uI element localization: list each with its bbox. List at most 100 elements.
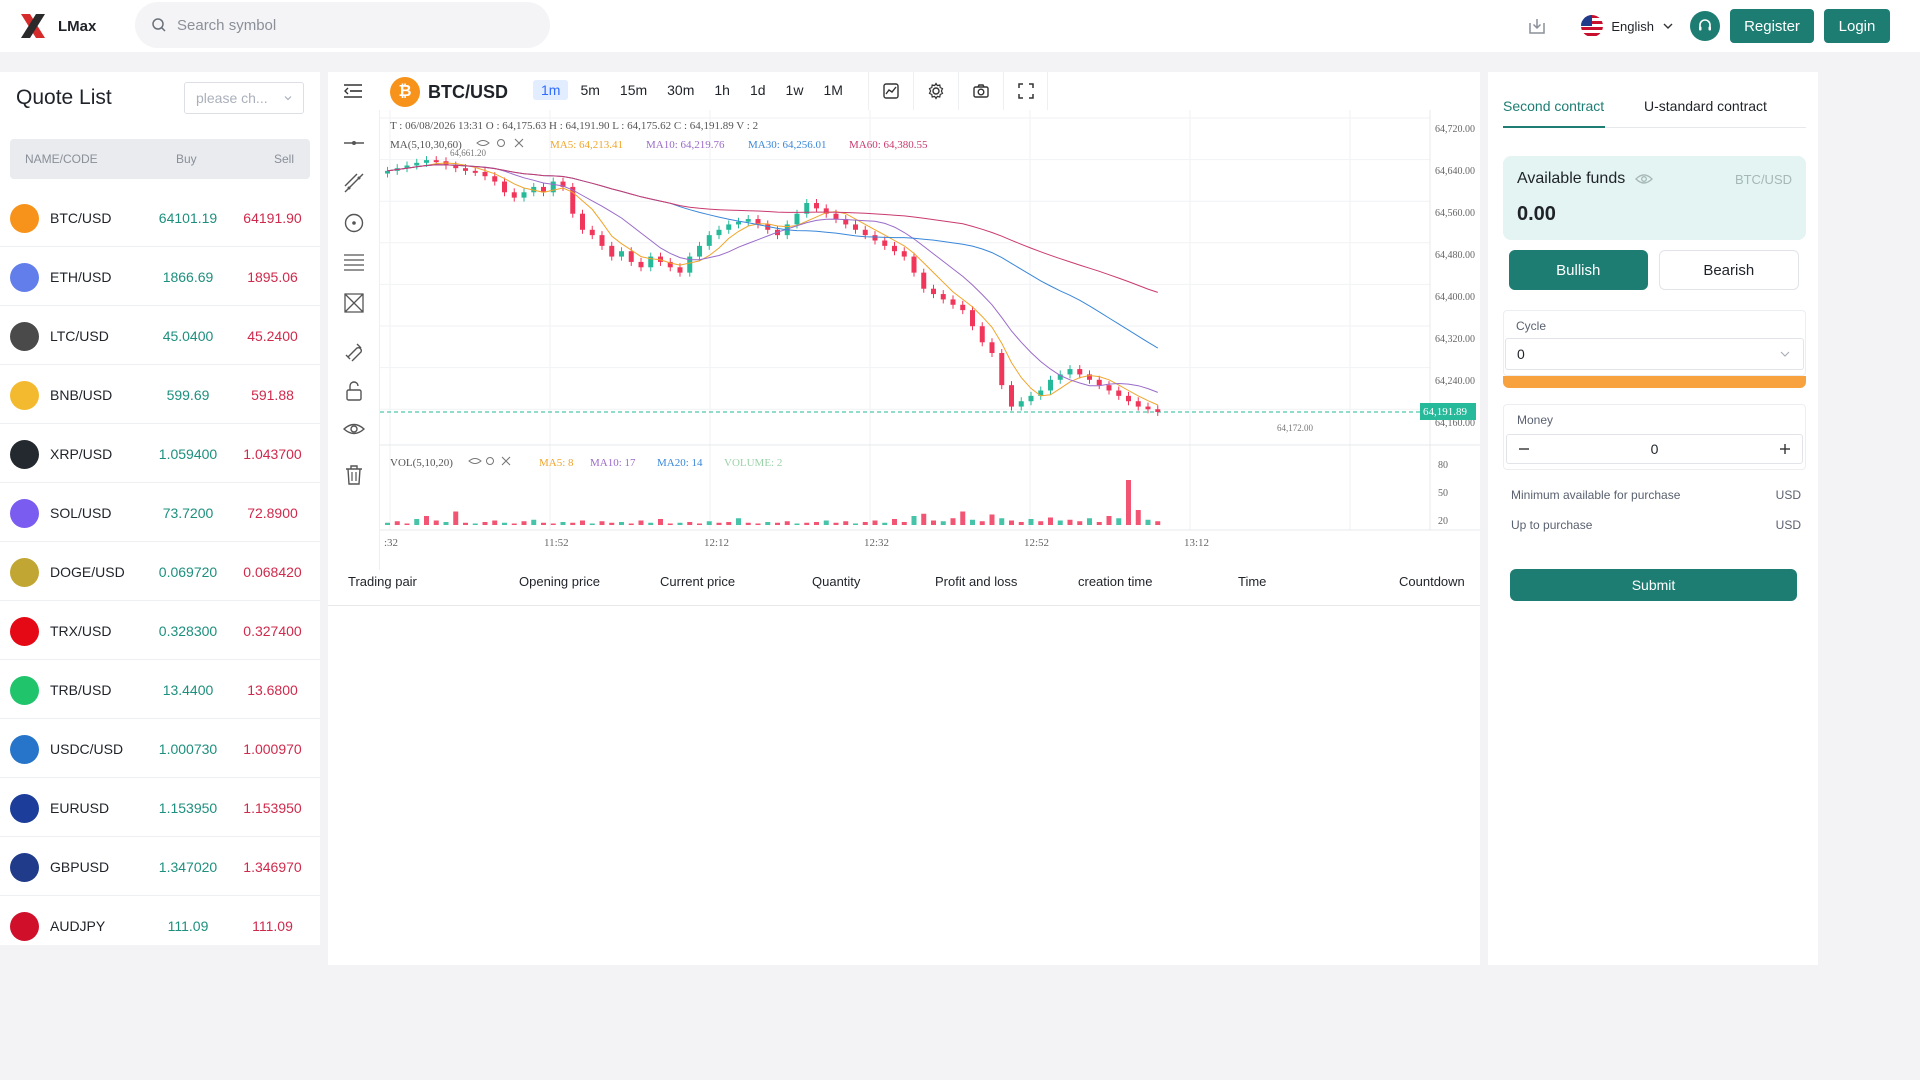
circle-tool[interactable] [341,210,367,236]
chart-canvas[interactable]: 64,720.00 64,640.00 64,560.00 64,480.00 64,4… [380,110,1480,570]
plus-icon[interactable] [1778,442,1792,456]
quote-row[interactable]: TRX/USD 0.328300 0.327400 [0,601,320,660]
candle-body [736,221,741,225]
timeframe-15m[interactable]: 15m [619,82,648,98]
chart-symbol[interactable]: ₿ BTC/USD [390,77,508,107]
chart-settings-button[interactable] [913,72,958,110]
vol-label-close-icon[interactable] [501,456,511,466]
search-input[interactable] [177,16,517,34]
quote-category-select[interactable]: please ch... [184,82,304,114]
volume-bar [1028,519,1034,525]
volume-bar [385,522,390,525]
candle-body [804,203,810,214]
volume-bar [823,520,829,525]
volume-bar [638,520,644,525]
cycle-select[interactable]: 0 [1505,338,1804,370]
support-button[interactable] [1690,11,1720,41]
candle-body [970,310,975,327]
current-price-tag-bg [1420,403,1476,420]
volume-bar [862,522,868,525]
quote-row[interactable]: TRB/USD 13.4400 13.6800 [0,660,320,719]
ma5-label: MA5: 64,213.41 [550,139,623,151]
volume-bar [1087,518,1092,525]
volume-bar [1009,520,1014,525]
timeframe-1m[interactable]: 1m [533,80,569,100]
volume-bar [950,518,956,525]
volume-bar [1145,519,1151,525]
trend-line-tool[interactable] [341,170,367,196]
volume-bar [765,522,771,525]
vol-label-eye-icon[interactable] [468,458,482,464]
lock-tool[interactable] [341,378,367,404]
volume-bar [1077,521,1083,525]
candle-body [911,256,917,273]
menu-toggle-icon[interactable] [342,81,364,101]
quote-row[interactable]: GBPUSD 1.347020 1.346970 [0,837,320,896]
timeframe-30m[interactable]: 30m [667,82,695,98]
submit-button[interactable]: Submit [1510,569,1797,601]
timeframe-1M[interactable]: 1M [823,82,843,98]
quote-row[interactable]: SOL/USD 73.7200 72.8900 [0,483,320,542]
candle-body [424,160,429,163]
tab-second-contract[interactable]: Second contract [1503,98,1605,114]
quote-row[interactable]: AUDJPY 111.09 111.09 [0,896,320,955]
quote-row[interactable]: DOGE/USD 0.069720 0.068420 [0,542,320,601]
candle-body [960,304,966,311]
candlestick-chart[interactable]: 64,720.00 64,640.00 64,560.00 64,480.00 64,4… [380,110,1480,570]
tron-icon [10,617,39,646]
delete-drawings-tool[interactable] [341,462,367,488]
screenshot-button[interactable] [958,72,1003,110]
eye-icon[interactable] [1635,173,1654,185]
vol-label-gear-icon[interactable] [486,457,494,465]
trade-panel: Second contract U-standard contract Avai… [1488,72,1818,965]
language-selector[interactable]: English [1581,15,1674,37]
horizontal-line-tool[interactable] [341,130,367,156]
minus-icon[interactable] [1517,442,1531,456]
login-button[interactable]: Login [1824,9,1890,43]
quote-row[interactable]: ETH/USD 1866.69 1895.06 [0,247,320,306]
fibonacci-tool[interactable] [341,250,367,276]
visibility-tool[interactable] [341,416,367,442]
timeframe-1d[interactable]: 1d [749,82,766,98]
timeframe-1h[interactable]: 1h [714,82,730,98]
bearish-button[interactable]: Bearish [1658,250,1799,290]
volume-bar [931,520,936,525]
magnet-tool[interactable] [341,338,367,364]
ma-label-close-icon[interactable] [514,138,524,148]
candle-body [404,165,410,169]
volume-bar [755,523,761,525]
volume-bar [872,520,878,525]
brand-logo[interactable]: LMax [18,11,96,41]
quote-row[interactable]: EURUSD 1.153950 1.153950 [0,778,320,837]
candle-body [511,192,517,198]
tab-u-standard-contract[interactable]: U-standard contract [1644,98,1767,114]
money-value[interactable]: 0 [1650,441,1659,457]
fullscreen-button[interactable] [1003,72,1048,110]
ma-label-eye-icon[interactable] [476,140,490,146]
quote-row[interactable]: BNB/USD 599.69 591.88 [0,365,320,424]
ma-label-gear-icon[interactable] [497,139,505,147]
search-box[interactable] [135,2,550,48]
x-axis-tick: 12:52 [1024,537,1049,549]
volume-bar [1116,518,1122,525]
volume-bar [999,518,1005,525]
bullish-button[interactable]: Bullish [1509,250,1648,290]
ma5-line [387,162,1159,406]
quote-row[interactable]: XRP/USD 1.059400 1.043700 [0,424,320,483]
camera-icon [973,84,989,98]
timeframe-1w[interactable]: 1w [785,82,804,98]
quote-row[interactable]: USDC/USD 1.000730 1.000970 [0,719,320,778]
money-field: Money 0 [1503,404,1806,470]
quote-sell-price: 64191.90 [243,210,302,226]
indicator-button[interactable] [868,72,913,110]
quote-symbol: LTC/USD [50,328,109,344]
download-icon[interactable] [1527,16,1547,36]
quote-row[interactable]: BTC/USD 64101.19 64191.90 [0,188,320,247]
quote-symbol: BTC/USD [50,210,112,226]
y-axis-tick: 64,400.00 [1435,292,1475,303]
quote-row[interactable]: LTC/USD 45.0400 45.2400 [0,306,320,365]
timeframe-5m[interactable]: 5m [580,82,600,98]
register-button[interactable]: Register [1730,9,1814,43]
search-icon [152,18,166,32]
pattern-tool[interactable] [341,290,367,316]
